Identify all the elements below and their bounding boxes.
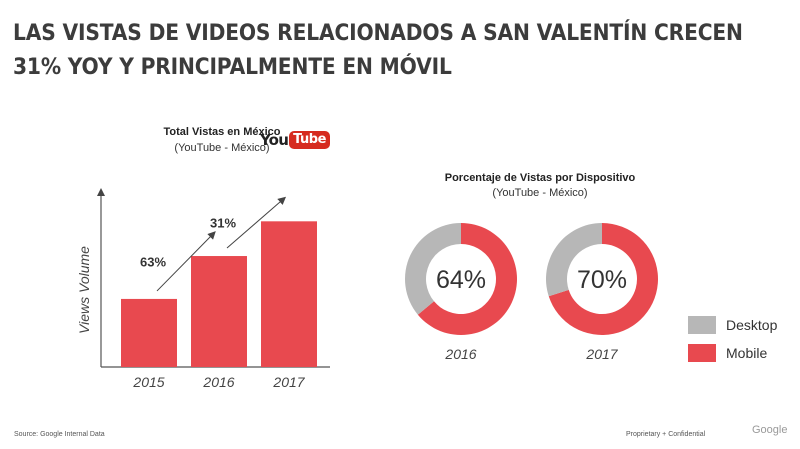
bar-2016	[191, 256, 247, 367]
donut-2016-label: 2016	[444, 346, 476, 362]
donut-2016-center-value: 64%	[436, 266, 486, 294]
bar-chart-title: Total Vistas en México	[163, 126, 281, 138]
x-tick-label-2015: 2015	[132, 374, 164, 390]
youtube-logo-tube: Tube	[289, 131, 330, 149]
donut-2017-center-value: 70%	[577, 266, 627, 294]
headline-line-1: LAS VISTAS DE VIDEOS RELACIONADOS A SAN …	[13, 20, 743, 46]
donut-2017-label: 2017	[585, 346, 618, 362]
x-tick-label-2017: 2017	[272, 374, 305, 390]
footer-confidential: Proprietary + Confidential	[626, 431, 706, 438]
headline: LAS VISTAS DE VIDEOS RELACIONADOS A SAN …	[13, 16, 743, 84]
bar-chart: Views Volume 2015 2016 2017 63% 31%	[76, 188, 330, 390]
legend-label-mobile: Mobile	[726, 345, 768, 361]
donut-2016-mobile-slice	[417, 223, 517, 335]
donut-chart-subtitle: (YouTube - México)	[492, 187, 588, 199]
donut-2017-desktop-slice	[546, 223, 602, 297]
donut-2017-mobile-slice	[548, 223, 659, 335]
legend-label-desktop: Desktop	[726, 317, 778, 333]
bar-2015	[121, 298, 177, 367]
donut-chart-title: Porcentaje de Vistas por Dispositivo	[444, 172, 636, 184]
bar-2017	[261, 221, 317, 367]
youtube-logo: You Tube	[260, 131, 330, 149]
growth-label-2017: 31%	[210, 216, 236, 231]
donut-charts: 64% 2016 70% 2017	[405, 223, 659, 362]
footer-source: Source: Google Internal Data	[14, 431, 105, 438]
bar-chart-subtitle: (YouTube - México)	[174, 142, 270, 154]
donut-2016-desktop-slice	[405, 223, 461, 315]
legend-swatch-desktop	[688, 316, 716, 334]
y-axis-label: Views Volume	[76, 246, 92, 334]
youtube-logo-you: You	[260, 131, 289, 149]
headline-line-2: 31% YOY Y PRINCIPALMENTE EN MÓVIL	[13, 54, 452, 80]
growth-arrow-2016	[156, 231, 216, 292]
google-logo: Google	[752, 424, 788, 436]
x-tick-label-2016: 2016	[202, 374, 234, 390]
legend-swatch-mobile	[688, 344, 716, 362]
growth-label-2016: 63%	[140, 254, 166, 269]
growth-arrow-2017	[226, 196, 287, 249]
